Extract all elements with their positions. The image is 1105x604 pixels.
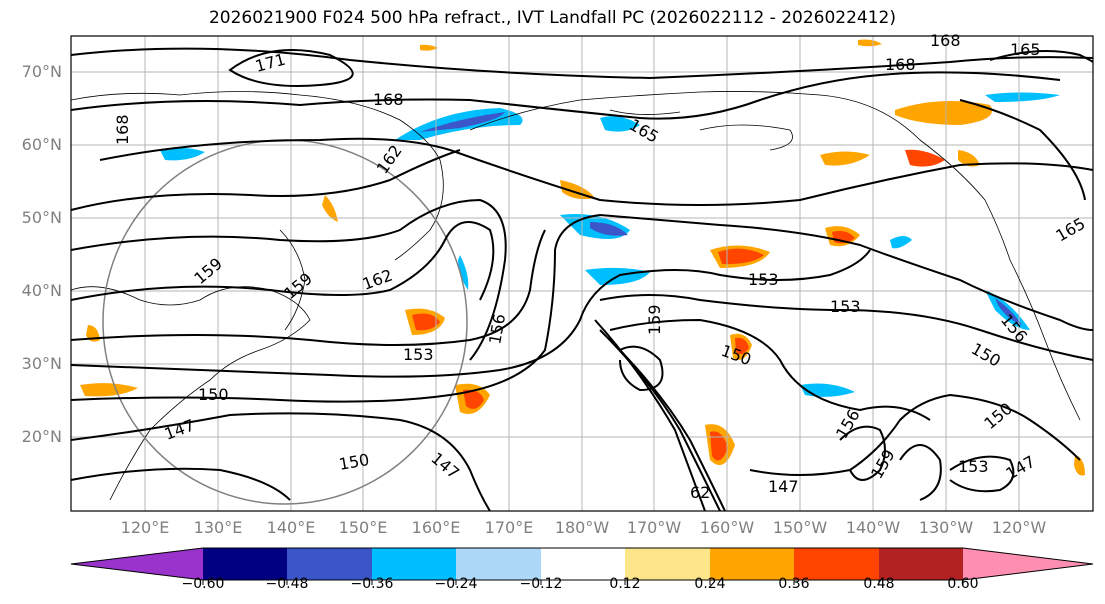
lat-label: 60°N <box>21 135 62 154</box>
contour-label: 168 <box>930 31 961 50</box>
contour-label: 150 <box>198 385 229 404</box>
lon-label: 160°E <box>411 518 461 537</box>
contour-label: 159 <box>645 304 664 335</box>
lat-label: 70°N <box>21 62 62 81</box>
contour-label: 153 <box>748 270 779 289</box>
colorbar-tick: 0.12 <box>609 576 641 592</box>
lon-label: 150°E <box>338 518 388 537</box>
lon-label: 130°E <box>193 518 243 537</box>
colorbar-tick: −0.48 <box>265 576 309 592</box>
gridlines <box>71 36 1093 511</box>
plot-frame <box>70 35 1094 512</box>
contour-label: 153 <box>403 345 434 364</box>
height-contours <box>70 47 1094 512</box>
colorbar-tick: 0.48 <box>863 576 895 592</box>
lat-label: 20°N <box>21 427 62 446</box>
lon-label: 140°E <box>266 518 316 537</box>
lon-label: 180°W <box>554 518 610 537</box>
contour-label: 147 <box>768 477 799 496</box>
map-title: 2026021900 F024 500 hPa refract., IVT La… <box>208 8 896 28</box>
lon-label: 170°W <box>626 518 682 537</box>
contour-label: 168 <box>885 55 916 74</box>
contour-label: 153 <box>958 457 989 476</box>
lon-label: 160°W <box>699 518 755 537</box>
lon-label: 120°E <box>120 518 170 537</box>
contour-label: 165 <box>1010 40 1041 59</box>
colorbar-tick: 0.24 <box>694 576 726 592</box>
contour-label: 168 <box>113 114 132 145</box>
contour-label: 153 <box>830 297 861 316</box>
lat-label: 40°N <box>21 281 62 300</box>
lat-label: 50°N <box>21 208 62 227</box>
lon-label: 140°W <box>845 518 901 537</box>
lon-label: 130°W <box>918 518 974 537</box>
colorbar-tick: 0.60 <box>947 576 979 592</box>
colorbar-tick: −0.24 <box>434 576 478 592</box>
lon-label: 150°W <box>772 518 828 537</box>
lon-label: 120°W <box>991 518 1047 537</box>
contour-label: 168 <box>373 90 404 109</box>
colorbar-tick: −0.60 <box>181 576 225 592</box>
lat-label: 30°N <box>21 354 62 373</box>
colorbar-tick: 0.36 <box>778 576 810 592</box>
contour-label: 62 <box>690 483 710 502</box>
lon-label: 170°E <box>484 518 534 537</box>
colorbar-tick: −0.36 <box>350 576 394 592</box>
colorbar-tick: −0.12 <box>519 576 563 592</box>
